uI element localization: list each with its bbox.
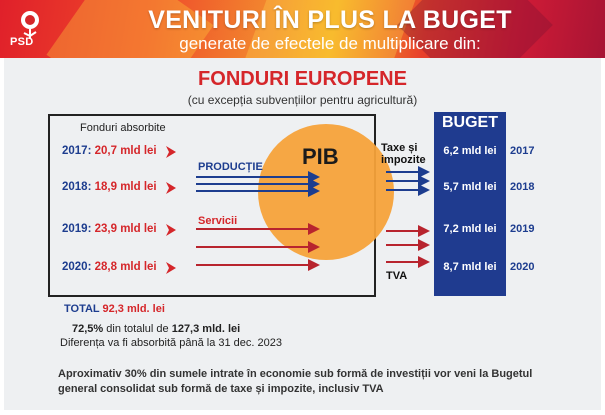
production-arrows	[196, 171, 320, 197]
taxes-label: Taxe și impozite	[381, 142, 426, 166]
taxes-label-line1: Taxe și	[381, 142, 418, 154]
services-arrows	[196, 223, 320, 271]
page-subtitle: generate de efectele de multiplicare din…	[179, 34, 481, 53]
absorbed-value: 18,9 mld lei	[94, 181, 157, 193]
productie-label: PRODUCȚIE	[198, 161, 263, 173]
absorbed-row-2017: 2017: 20,7 mld lei	[62, 145, 157, 157]
absorbed-row-2019: 2019: 23,9 mld lei	[62, 223, 157, 235]
total-value: 92,3 mld. lei	[102, 303, 165, 315]
page-title: VENITURI ÎN PLUS LA BUGET	[148, 6, 512, 34]
servicii-label: Servicii	[198, 215, 238, 227]
taxes-label-line2: impozite	[381, 154, 426, 166]
budget-year-2017: 2017	[510, 145, 535, 157]
absorbed-year: 2017:	[62, 145, 92, 157]
header-banner	[0, 0, 605, 58]
rose-logo-icon	[21, 11, 39, 39]
percentage-total: 127,3 mld. lei	[171, 323, 241, 335]
footer-note: Aproximativ 30% din sumele intrate în ec…	[58, 368, 533, 395]
percentage-text: din totalul de	[103, 323, 172, 335]
budget-value-2020: 8,7 mld lei	[443, 261, 497, 273]
pib-label: PIB	[302, 144, 339, 169]
budget-year-2018: 2018	[510, 181, 535, 193]
absorbed-chevron-icon	[166, 146, 176, 274]
budget-year-2019: 2019	[510, 223, 535, 235]
absorbed-funds-label: Fonduri absorbite	[80, 122, 166, 134]
section-subtitle: (cu excepția subvențiilor pentru agricul…	[187, 93, 418, 107]
absorbed-year: 2019:	[62, 223, 92, 235]
total-absorbed: TOTAL 92,3 mld. lei	[64, 303, 165, 315]
total-label: TOTAL	[64, 303, 100, 315]
logo-text: PSD	[10, 36, 34, 48]
budget-column	[434, 112, 506, 296]
budget-year-2020: 2020	[510, 261, 535, 273]
budget-value-2018: 5,7 mld lei	[443, 181, 497, 193]
percentage-value: 72,5%	[72, 323, 104, 335]
absorbed-value: 23,9 mld lei	[94, 223, 157, 235]
deadline-note: Diferența va fi absorbită până la 31 dec…	[60, 337, 282, 349]
section-title: FONDURI EUROPENE	[198, 68, 407, 90]
taxes-arrows	[386, 166, 430, 196]
percentage-note: 72,5% din totalul de 127,3 mld. lei	[72, 323, 240, 335]
budget-value-2017: 6,2 mld lei	[443, 145, 497, 157]
tva-label: TVA	[386, 270, 408, 282]
absorbed-year: 2018:	[62, 181, 92, 193]
budget-value-2019: 7,2 mld lei	[443, 223, 497, 235]
absorbed-row-2018: 2018: 18,9 mld lei	[62, 181, 157, 193]
budget-title: BUGET	[442, 114, 498, 131]
absorbed-row-2020: 2020: 28,8 mld lei	[62, 261, 157, 273]
absorbed-value: 20,7 mld lei	[94, 145, 157, 157]
absorbed-value: 28,8 mld lei	[94, 261, 157, 273]
tva-arrows	[386, 225, 430, 268]
absorbed-year: 2020:	[62, 261, 92, 273]
